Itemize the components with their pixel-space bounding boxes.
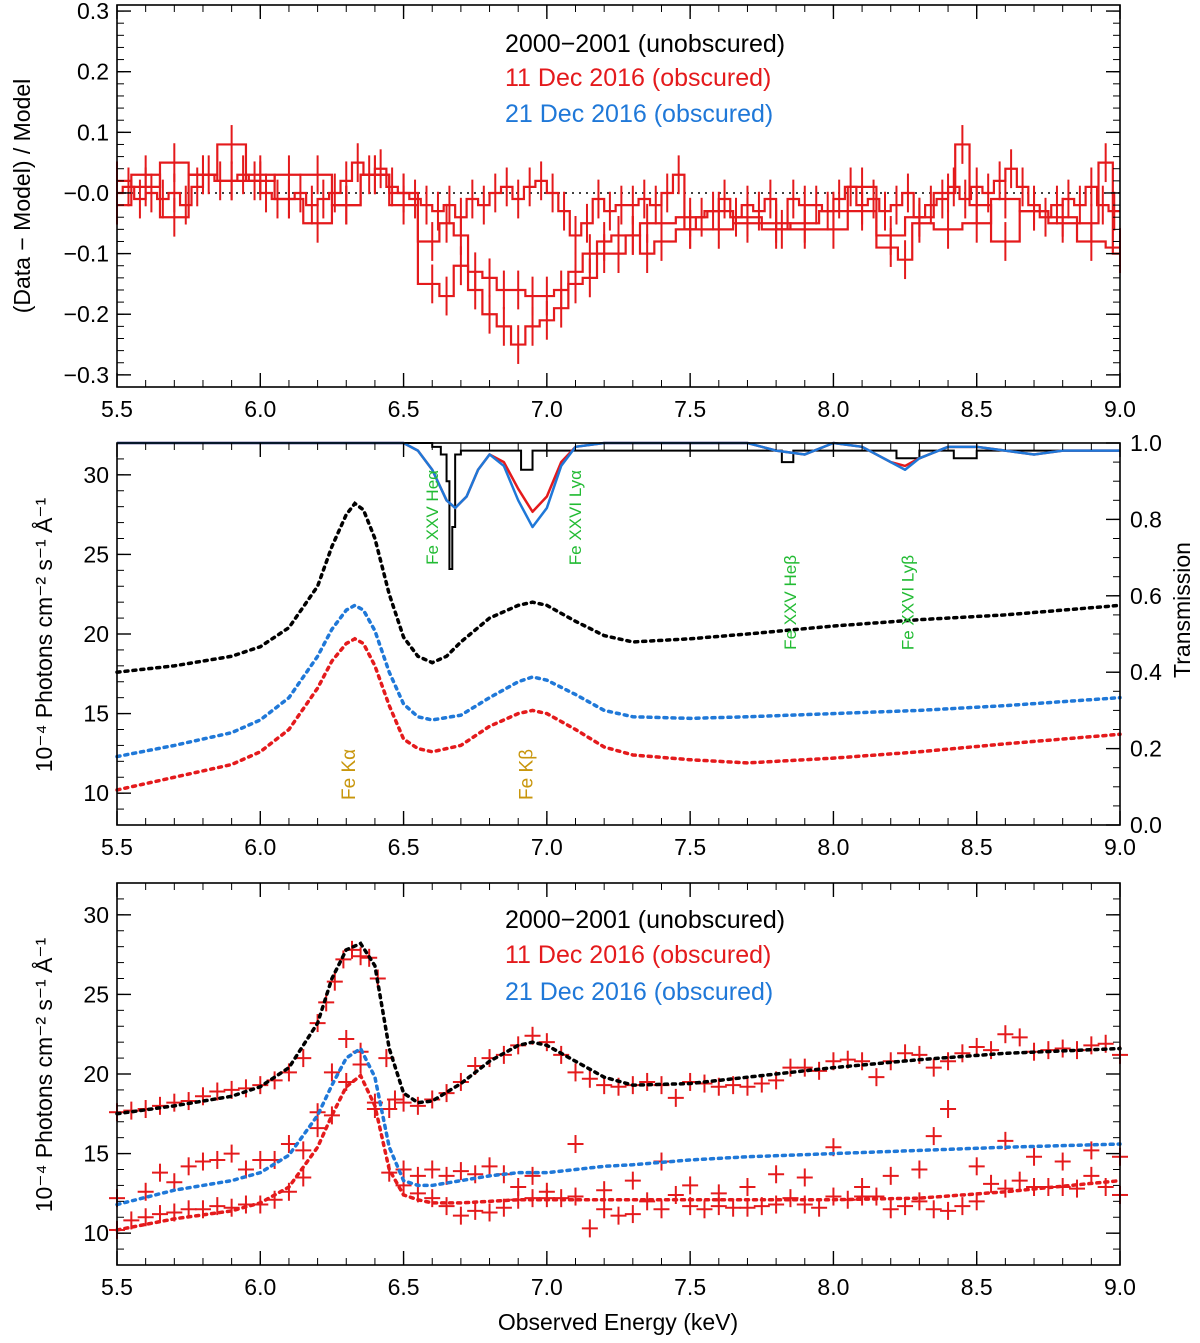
ytick-label: −0.0 — [64, 180, 109, 206]
xtick-label: 9.0 — [1104, 1274, 1136, 1300]
xtick-label: 8.0 — [817, 834, 849, 860]
spectra-legend-dec11: 11 Dec 2016 (obscured) — [505, 941, 771, 969]
ytick-label: 10 — [83, 1220, 109, 1246]
ytick-label: 30 — [83, 902, 109, 928]
xtick-label: 6.5 — [388, 1274, 420, 1300]
spectra-xlabel: Observed Energy (keV) — [498, 1309, 738, 1335]
spectra-data — [109, 940, 1128, 1239]
spectra-axes: 5.5 6.0 6.5 7.0 7.5 8.0 8.5 9.0 30 25 20 15 10 — [83, 882, 1136, 1300]
models-annotations: Fe XXV Heα Fe XXVI Lyα Fe XXV Heβ Fe XXVI L… — [339, 470, 918, 800]
xtick-label: 7.0 — [531, 834, 563, 860]
ytick-label: 20 — [83, 621, 109, 647]
panel-residuals: 5.5 6.0 6.5 7.0 7.5 8.0 8.5 9.0 0.3 0.2 0.1 −0.0 −0.… — [9, 0, 1136, 422]
model-dotted-line — [115, 1045, 1122, 1207]
ytick-label: 10 — [83, 780, 109, 806]
line-label-gold: Fe Kα — [339, 749, 360, 800]
ytick-label: −0.3 — [64, 362, 109, 388]
xtick-label: 8.0 — [817, 396, 849, 422]
xtick-label: 8.5 — [961, 1274, 993, 1300]
spectra-legend-unobscured: 2000−2001 (unobscured) — [505, 906, 785, 934]
xtick-label: 8.0 — [817, 1274, 849, 1300]
ytick-label: −0.1 — [64, 241, 109, 267]
residual-series-line — [117, 143, 1120, 346]
line-label-green: Fe XXV Heβ — [781, 555, 800, 650]
ytick-label: 0.1 — [77, 119, 109, 145]
xtick-label: 7.0 — [531, 396, 563, 422]
ytick-label: 25 — [83, 541, 109, 567]
ytick-label: −0.2 — [64, 301, 109, 327]
models-axes: 5.5 6.0 6.5 7.0 7.5 8.0 8.5 9.0 30 25 20 15 10 1.0 0.8… — [83, 430, 1162, 860]
panel-spectra: 5.5 6.0 6.5 7.0 7.5 8.0 8.5 9.0 30 25 20 15 10 10⁻⁴ … — [30, 882, 1136, 1335]
residuals-legend-unobscured: 2000−2001 (unobscured) — [505, 30, 785, 58]
spectra-legend-dec21: 21 Dec 2016 (obscured) — [505, 978, 773, 1006]
xtick-label: 8.5 — [961, 834, 993, 860]
xtick-label: 6.5 — [388, 834, 420, 860]
residuals-legend-dec21: 21 Dec 2016 (obscured) — [505, 100, 773, 128]
ytick-right-label: 0.2 — [1130, 736, 1162, 762]
residuals-legend-dec11: 11 Dec 2016 (obscured) — [505, 64, 771, 92]
model-dotted-line — [115, 1072, 1122, 1232]
ytick-label: 15 — [83, 1141, 109, 1167]
panel-models: 5.5 6.0 6.5 7.0 7.5 8.0 8.5 9.0 30 25 20 15 10 1.0 0.8… — [30, 430, 1195, 860]
residuals-data — [116, 125, 1121, 364]
model-dotted-line — [115, 501, 1122, 674]
xtick-label: 7.5 — [674, 396, 706, 422]
line-label-green: Fe XXV Heα — [423, 470, 442, 565]
xtick-label: 6.0 — [244, 834, 276, 860]
line-label-green: Fe XXVI Lyβ — [899, 555, 918, 650]
residuals-ylabel: (Data − Model) / Model — [9, 79, 35, 314]
ytick-label: 30 — [83, 462, 109, 488]
line-label-gold: Fe Kβ — [517, 749, 538, 800]
xtick-label: 7.5 — [674, 1274, 706, 1300]
xtick-label: 5.5 — [101, 834, 133, 860]
ytick-right-label: 0.6 — [1130, 583, 1162, 609]
residuals-frame — [116, 4, 1121, 388]
ytick-label: 20 — [83, 1061, 109, 1087]
residuals-axes: 5.5 6.0 6.5 7.0 7.5 8.0 8.5 9.0 0.3 0.2 0.1 −0.0 −0.… — [64, 0, 1136, 422]
model-dotted-line — [115, 636, 1122, 792]
xtick-label: 6.0 — [244, 1274, 276, 1300]
ytick-right-label: 0.8 — [1130, 506, 1162, 532]
model-dotted-line — [115, 941, 1122, 1116]
ytick-label: 15 — [83, 701, 109, 727]
models-ylabel-right: Transmission — [1169, 542, 1195, 678]
xtick-label: 7.5 — [674, 834, 706, 860]
xtick-label: 8.5 — [961, 396, 993, 422]
ytick-right-label: 0.0 — [1130, 812, 1162, 838]
ytick-label: 0.2 — [77, 59, 109, 85]
models-ylabel: 10⁻⁴ Photons cm⁻² s⁻¹ Å⁻¹ — [30, 497, 57, 772]
xtick-label: 9.0 — [1104, 834, 1136, 860]
xtick-label: 7.0 — [531, 1274, 563, 1300]
xtick-label: 5.5 — [101, 1274, 133, 1300]
xtick-label: 9.0 — [1104, 396, 1136, 422]
ytick-label: 0.3 — [77, 0, 109, 24]
spectra-ylabel: 10⁻⁴ Photons cm⁻² s⁻¹ Å⁻¹ — [30, 937, 57, 1212]
ytick-right-label: 0.4 — [1130, 659, 1162, 685]
ytick-right-label: 1.0 — [1130, 430, 1162, 456]
model-dotted-line — [115, 603, 1122, 759]
xtick-label: 6.0 — [244, 396, 276, 422]
line-label-green: Fe XXVI Lyα — [566, 470, 585, 565]
xtick-label: 5.5 — [101, 396, 133, 422]
xtick-label: 6.5 — [388, 396, 420, 422]
ytick-label: 25 — [83, 981, 109, 1007]
transmission-histogram — [117, 442, 1120, 571]
